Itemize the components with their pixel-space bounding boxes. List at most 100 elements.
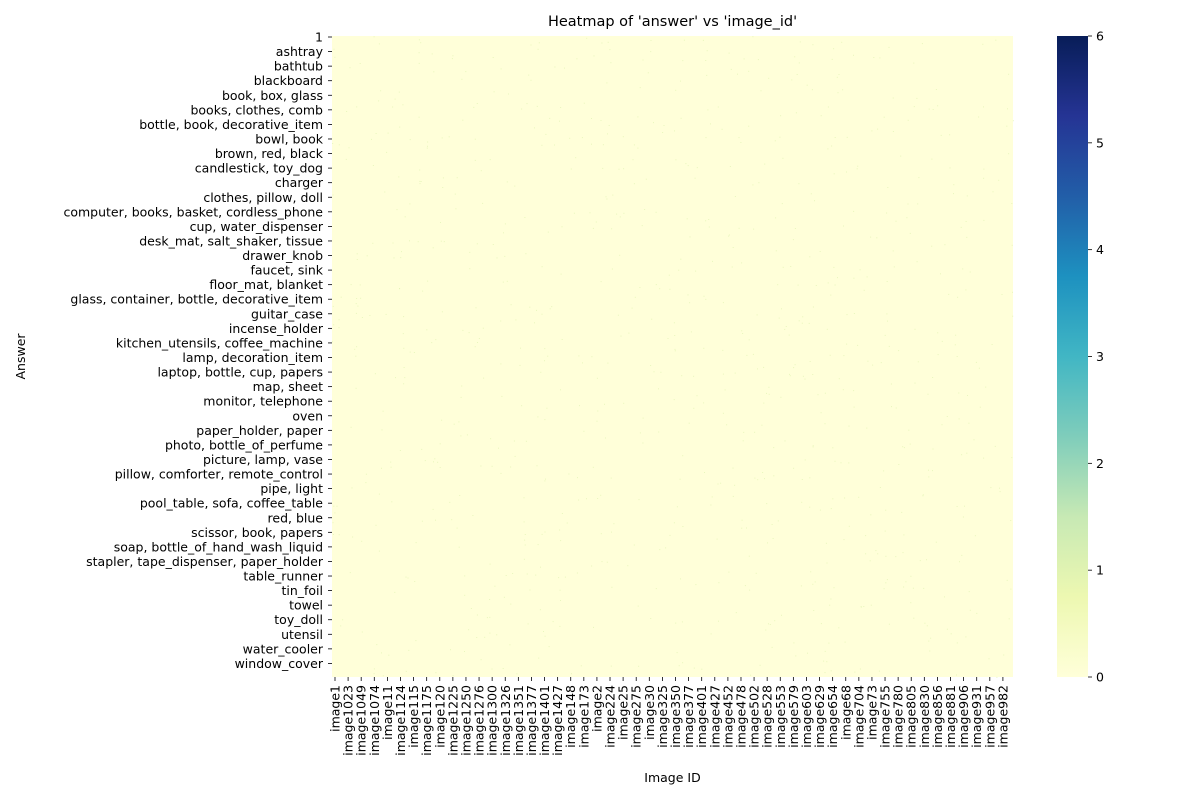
heatmap-cell: [764, 163, 766, 165]
heatmap-cell: [857, 165, 859, 167]
heatmap-cell: [378, 550, 380, 552]
heatmap-cell: [902, 446, 904, 448]
heatmap-cell: [968, 422, 970, 424]
heatmap-cell: [749, 589, 751, 591]
heatmap-cell: [817, 394, 819, 396]
heatmap-cell: [634, 296, 636, 298]
heatmap-cell: [398, 176, 400, 178]
heatmap-cell: [573, 212, 575, 214]
heatmap-cell: [716, 538, 718, 540]
y-tick-label: stapler, tape_dispenser, paper_holder: [86, 554, 324, 569]
heatmap-cell: [802, 375, 804, 377]
heatmap-cell: [374, 373, 376, 375]
heatmap-cell: [545, 478, 546, 480]
heatmap-cell: [956, 674, 957, 676]
heatmap-cell: [434, 458, 436, 460]
heatmap-cell: [775, 217, 777, 219]
heatmap-cell: [561, 513, 563, 514]
heatmap-cell: [392, 106, 394, 108]
heatmap-cell: [846, 314, 848, 316]
heatmap-cell: [853, 210, 855, 212]
heatmap-cell: [795, 655, 797, 657]
heatmap-cell: [996, 676, 998, 678]
heatmap-cell: [791, 79, 793, 81]
x-tick-label: image325: [655, 685, 670, 748]
heatmap-cell: [342, 619, 344, 621]
y-tick-label: water_cooler: [243, 641, 324, 656]
heatmap-cell: [838, 74, 840, 75]
x-tick-label: image780: [891, 685, 906, 748]
heatmap-cell: [350, 426, 352, 428]
heatmap-cell: [973, 439, 975, 441]
heatmap-cell: [663, 125, 665, 126]
heatmap-cell: [844, 641, 846, 643]
heatmap-cell: [496, 257, 498, 259]
heatmap-cell: [905, 581, 907, 583]
heatmap-cell: [979, 406, 981, 408]
heatmap-cell: [885, 582, 887, 584]
heatmap-cell: [403, 383, 405, 385]
heatmap-cell: [685, 163, 687, 165]
y-tick-label: bowl, book: [255, 131, 323, 146]
heatmap-cell: [892, 131, 894, 132]
heatmap-cell: [834, 460, 836, 462]
heatmap-cell: [888, 623, 890, 625]
heatmap-cell: [502, 281, 504, 283]
heatmap-cell: [403, 347, 405, 349]
heatmap-cell: [506, 181, 508, 183]
heatmap-cell: [819, 509, 821, 511]
heatmap-cell: [476, 614, 478, 616]
heatmap-cell: [722, 349, 724, 351]
heatmap-cell: [975, 361, 977, 363]
heatmap-cell: [526, 573, 528, 575]
heatmap-cell: [704, 472, 705, 473]
heatmap-cell: [456, 177, 458, 179]
heatmap-cell: [893, 266, 895, 268]
heatmap-cell: [606, 82, 608, 84]
heatmap-cell: [809, 477, 811, 479]
heatmap-cell: [520, 347, 521, 349]
heatmap-cell: [365, 482, 367, 484]
heatmap-cell: [373, 673, 375, 675]
heatmap-cell: [509, 644, 511, 646]
heatmap-cell: [728, 52, 730, 54]
x-tick-label: image25: [616, 685, 631, 740]
heatmap-cell: [690, 331, 692, 333]
heatmap-cell: [460, 435, 462, 437]
x-tick-label: image452: [720, 685, 735, 748]
heatmap-cell: [922, 495, 924, 497]
heatmap-cell: [966, 195, 968, 197]
heatmap-cell: [610, 62, 612, 64]
heatmap-cell: [607, 133, 608, 135]
heatmap-cell: [448, 136, 450, 138]
heatmap-cell: [843, 355, 845, 357]
heatmap-cell: [717, 483, 719, 485]
heatmap-cell: [780, 115, 782, 117]
heatmap-cell: [827, 148, 829, 150]
x-tick-label: image1427: [550, 685, 565, 756]
heatmap-cell: [994, 445, 996, 447]
heatmap-cell: [708, 226, 710, 228]
heatmap-cell: [693, 407, 695, 409]
heatmap-cell: [549, 308, 551, 310]
heatmap-cell: [885, 555, 887, 557]
x-tick-label: image755: [878, 685, 893, 748]
heatmap-cell: [399, 288, 400, 290]
y-tick-label: computer, books, basket, cordless_phone: [63, 204, 323, 219]
heatmap-cell: [734, 484, 736, 486]
heatmap-cell: [703, 295, 705, 297]
heatmap-cell: [768, 393, 770, 395]
heatmap-cell: [361, 631, 363, 633]
heatmap-cell: [546, 407, 548, 409]
heatmap-cell: [950, 633, 952, 635]
y-tick-label: utensil: [281, 627, 323, 642]
heatmap-cell: [441, 137, 443, 139]
heatmap-cell: [480, 465, 482, 467]
heatmap-cell: [962, 516, 964, 518]
heatmap-cell: [529, 306, 531, 308]
heatmap-cell: [848, 462, 850, 464]
heatmap-cell: [359, 63, 361, 64]
heatmap-cell: [886, 212, 888, 214]
heatmap-cell: [760, 90, 762, 92]
heatmap-cell: [728, 235, 730, 237]
